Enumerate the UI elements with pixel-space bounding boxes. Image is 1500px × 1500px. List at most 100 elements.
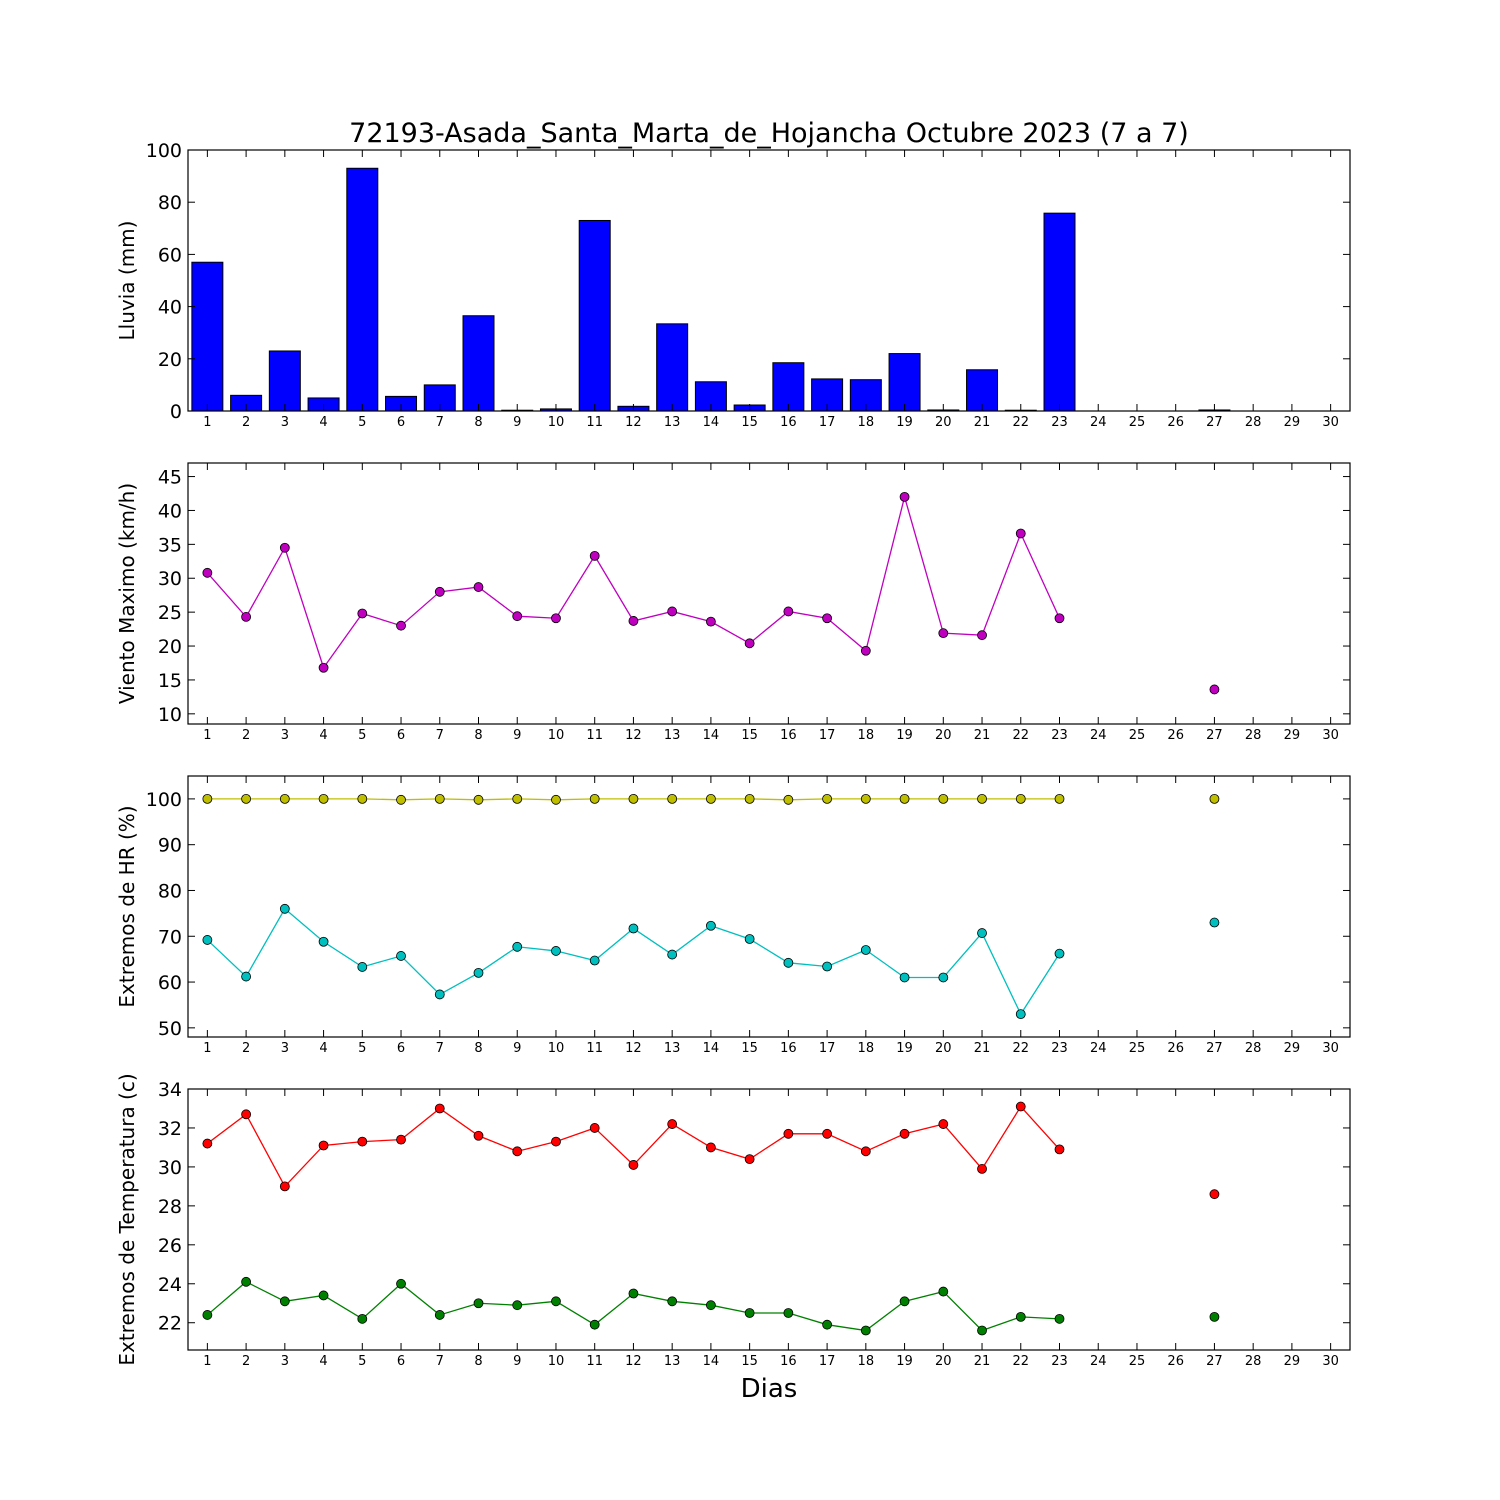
x-tick-label: 24	[1090, 728, 1107, 743]
x-tick-label: 1	[203, 415, 211, 430]
x-tick-label: 24	[1090, 1354, 1107, 1369]
point-day-7	[434, 1103, 445, 1114]
point-day-20	[938, 793, 949, 804]
point-day-15	[744, 1154, 755, 1165]
point-day-8	[473, 1130, 484, 1141]
x-tick-label: 30	[1322, 728, 1339, 743]
point-day-15	[744, 793, 755, 804]
x-tick-label: 3	[281, 1041, 289, 1056]
point-day-16	[783, 794, 794, 805]
y-tick-label: 15	[158, 670, 182, 692]
point-day-16	[783, 606, 794, 617]
x-tick-label: 4	[319, 1354, 327, 1369]
point-day-21	[977, 928, 987, 938]
x-tick-label: 12	[625, 1041, 642, 1056]
y-axis-label: Extremos de HR (%)	[115, 805, 139, 1007]
point-day-5	[357, 608, 368, 619]
y-tick-label: 90	[158, 835, 182, 857]
x-tick-label: 27	[1206, 1354, 1223, 1369]
y-axis-label: Viento Maximo (km/h)	[115, 483, 139, 704]
x-axis-label: Dias	[741, 1374, 798, 1404]
bar-day-19	[888, 353, 921, 412]
x-tick-label: 14	[703, 1354, 720, 1369]
point-day-4	[318, 1290, 329, 1301]
panel-3-series-1	[202, 793, 1220, 805]
x-tick-label: 26	[1167, 415, 1184, 430]
x-tick-label: 13	[664, 1041, 681, 1056]
y-axis-label: Lluvia (mm)	[115, 221, 139, 341]
bar-day-8	[462, 315, 495, 412]
x-tick-label: 11	[586, 1354, 603, 1369]
x-tick-label: 18	[858, 1041, 875, 1056]
x-tick-label: 7	[436, 728, 444, 743]
x-tick-label: 23	[1051, 1041, 1068, 1056]
panel-4-series-2	[202, 1276, 1220, 1336]
point-day-22	[1015, 793, 1026, 804]
point-day-16	[783, 957, 794, 968]
x-tick-label: 10	[548, 415, 565, 430]
x-tick-label: 27	[1206, 1041, 1223, 1056]
x-tick-label: 22	[1012, 728, 1029, 743]
x-tick-label: 7	[436, 415, 444, 430]
x-tick-label: 25	[1129, 1041, 1146, 1056]
panel-3-series-2	[202, 903, 1220, 1020]
x-tick-label: 21	[974, 415, 991, 430]
x-tick-label: 20	[935, 728, 952, 743]
point-day-21	[977, 1325, 987, 1336]
y-tick-label: 32	[158, 1118, 182, 1140]
point-day-20	[938, 1119, 949, 1129]
x-tick-label: 20	[935, 1041, 952, 1056]
x-tick-label: 30	[1322, 1354, 1339, 1369]
x-tick-label: 17	[819, 1354, 836, 1369]
y-tick-label: 26	[158, 1235, 182, 1257]
point-day-11	[589, 793, 600, 804]
panel-2-frame	[187, 462, 1351, 725]
point-day-23	[1054, 613, 1065, 624]
point-day-3	[279, 542, 290, 553]
y-tick-label: 80	[158, 192, 182, 214]
x-tick-label: 16	[780, 415, 797, 430]
x-tick-label: 25	[1129, 415, 1146, 430]
point-day-5	[357, 1136, 368, 1147]
x-tick-label: 19	[896, 1354, 913, 1369]
point-day-18	[860, 1146, 871, 1157]
bar-day-23	[1043, 212, 1076, 412]
x-tick-label: 3	[281, 415, 289, 430]
x-tick-label: 8	[474, 1354, 482, 1369]
y-tick-label: 34	[158, 1079, 182, 1101]
x-tick-label: 15	[741, 728, 758, 743]
point-day-17	[822, 1128, 832, 1139]
point-day-17	[822, 961, 832, 972]
x-tick-label: 24	[1090, 415, 1107, 430]
point-day-12	[628, 1288, 639, 1299]
panel-2-series-1	[202, 491, 1220, 695]
point-day-2	[241, 1276, 252, 1287]
point-day-9	[512, 1300, 523, 1311]
point-day-13	[667, 949, 678, 960]
point-day-6	[396, 620, 406, 631]
point-day-1	[202, 1310, 213, 1320]
y-tick-label: 45	[158, 467, 182, 489]
x-tick-label: 14	[703, 1041, 720, 1056]
y-tick-label: 20	[158, 349, 182, 371]
bar-day-13	[656, 323, 689, 412]
x-tick-label: 20	[935, 1354, 952, 1369]
x-tick-label: 21	[974, 728, 991, 743]
point-day-7	[434, 793, 445, 804]
x-tick-label: 6	[397, 728, 405, 743]
x-tick-label: 21	[974, 1354, 991, 1369]
x-tick-label: 9	[513, 1041, 521, 1056]
point-day-12	[628, 793, 639, 804]
x-tick-label: 19	[896, 415, 913, 430]
point-day-11	[589, 1319, 600, 1330]
point-day-10	[551, 613, 561, 624]
x-tick-label: 28	[1245, 415, 1262, 430]
x-tick-label: 13	[664, 1354, 681, 1369]
x-tick-label: 19	[896, 728, 913, 743]
point-day-3	[279, 903, 290, 914]
point-day-23	[1054, 948, 1065, 959]
x-tick-label: 5	[358, 415, 366, 430]
x-tick-label: 12	[625, 728, 642, 743]
point-day-4	[318, 793, 329, 804]
